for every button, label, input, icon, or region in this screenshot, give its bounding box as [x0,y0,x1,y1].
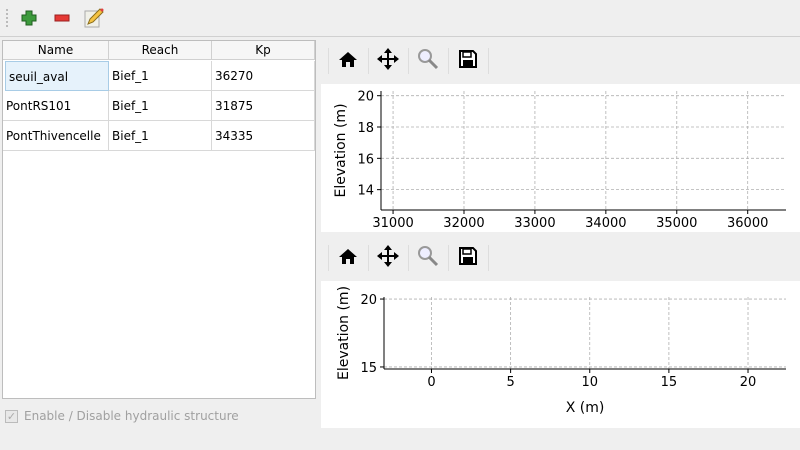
edit-button[interactable] [82,6,106,30]
table-cell-reach[interactable]: Bief_1 [109,121,212,151]
table-cell-kp[interactable]: 34335 [212,121,315,151]
y-axis-label: Elevation (m) [333,103,349,197]
y-axis-label: Elevation (m) [336,286,352,380]
x-tick-label: 0 [427,375,435,390]
checkbox-label: Enable / Disable hydraulic structure [24,409,239,423]
toolbar-separator [488,48,489,74]
toolbar-separator [448,48,449,74]
remove-button[interactable] [50,6,74,30]
y-tick-label: 14 [357,184,374,199]
zoom-icon [417,245,439,272]
toolbar-separator [328,48,329,74]
table-cell-kp[interactable]: 31875 [212,91,315,121]
y-tick-label: 20 [360,293,377,308]
plot-bottom: 0 5 10 15 20 15 20 Elevation (m) X (m) [321,281,800,428]
toolbar-grip[interactable] [6,9,9,27]
toolbar-separator [448,245,449,271]
x-tick-label: 34000 [585,216,626,231]
zoom-icon [417,48,439,75]
pan-icon [376,244,400,273]
x-tick-label: 15 [661,375,678,390]
table-cell-kp[interactable]: 36270 [212,61,315,91]
x-tick-label: 36000 [727,216,768,231]
home-icon [338,49,358,73]
y-tick-label: 16 [357,152,374,167]
save-icon [458,246,478,271]
save-icon [458,49,478,74]
table-cell-name[interactable]: PontRS101 [3,91,109,121]
zoom-button[interactable] [414,47,442,75]
table-cell-name[interactable]: seuil_aval [5,61,109,91]
x-tick-label: 35000 [656,216,697,231]
toolbar-separator [488,245,489,271]
toolbar-separator [368,48,369,74]
toolbar-separator [328,245,329,271]
x-tick-label: 10 [581,375,598,390]
save-button[interactable] [454,47,482,75]
table-cell-name[interactable]: PontThivencelle [3,121,109,151]
main-toolbar [0,0,800,37]
add-icon [21,10,37,26]
plot-toolbar-bottom [320,237,800,279]
enable-structure-checkbox[interactable]: ✓ Enable / Disable hydraulic structure [5,409,239,423]
column-header-name[interactable]: Name [3,41,109,60]
column-header-kp[interactable]: Kp [212,41,315,60]
x-tick-label: 5 [506,375,514,390]
home-button[interactable] [334,244,362,272]
structures-table: Name Reach Kp seuil_aval Bief_1 36270 Po… [2,40,316,399]
home-button[interactable] [334,47,362,75]
add-button[interactable] [17,6,41,30]
pan-button[interactable] [374,244,402,272]
plot-toolbar-top [320,40,800,82]
x-tick-label: 31000 [372,216,413,231]
y-tick-label: 15 [360,361,377,376]
x-tick-label: 20 [740,375,757,390]
pan-icon [376,47,400,76]
zoom-button[interactable] [414,244,442,272]
toolbar-separator [408,48,409,74]
x-tick-label: 33000 [514,216,555,231]
remove-icon [54,14,70,22]
y-tick-label: 18 [357,121,374,136]
home-icon [338,246,358,270]
y-tick-label: 20 [357,90,374,105]
table-cell-reach[interactable]: Bief_1 [109,91,212,121]
toolbar-separator [408,245,409,271]
x-axis-label: X (m) [566,400,605,416]
edit-icon [84,8,104,28]
column-header-reach[interactable]: Reach [109,41,212,60]
checkbox-check-icon: ✓ [5,409,18,423]
plot-top: 31000 32000 33000 34000 35000 36000 14 16 18 20 El… [321,84,800,232]
table-cell-reach[interactable]: Bief_1 [109,61,212,91]
x-tick-label: 32000 [443,216,484,231]
save-button[interactable] [454,244,482,272]
toolbar-separator [368,245,369,271]
pan-button[interactable] [374,47,402,75]
